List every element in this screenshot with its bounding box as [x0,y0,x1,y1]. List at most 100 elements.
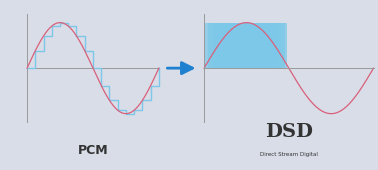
Bar [249,23,251,68]
Bar [261,23,262,68]
Bar [235,23,237,68]
Bar [250,23,252,68]
Bar [240,23,242,68]
Bar [234,23,235,68]
Bar [230,23,231,68]
Bar [231,23,233,68]
Bar [234,23,235,68]
Bar [220,23,222,68]
Bar [277,23,279,68]
Bar [257,23,258,68]
Bar [223,23,225,68]
Bar [245,23,246,68]
Bar [273,23,274,68]
Bar [222,23,223,68]
Bar [226,23,227,68]
Bar [243,23,245,68]
Bar [233,23,235,68]
Bar [217,23,218,68]
Bar [241,23,242,68]
Bar [230,23,231,68]
Bar [251,23,252,68]
Bar [227,23,229,68]
Bar [253,23,254,68]
Bar [264,23,266,68]
Bar [247,23,249,68]
Bar [242,23,244,68]
Bar [266,23,268,68]
Bar [269,23,271,68]
Bar [273,23,275,68]
Bar [238,23,239,68]
Bar [244,23,245,68]
Bar [238,23,240,68]
Bar [267,23,269,68]
Bar [254,23,256,68]
Bar [262,23,264,68]
Bar [237,23,239,68]
Bar [231,23,233,68]
Bar [258,23,260,68]
Bar [246,23,248,68]
Bar [266,23,268,68]
Bar [249,23,251,68]
Bar [226,23,228,68]
Bar [215,23,217,68]
Bar [232,23,233,68]
Bar [219,23,221,68]
Bar [221,23,222,68]
Bar [244,23,246,68]
Bar [261,23,263,68]
Bar [225,23,226,68]
Bar [212,23,214,68]
Bar [257,23,259,68]
Bar [279,23,281,68]
Bar [243,23,244,68]
Bar [252,23,253,68]
Bar [210,23,211,68]
Bar [218,23,220,68]
Bar [228,23,229,68]
Bar [236,23,237,68]
Bar [227,23,228,68]
Bar [266,23,267,68]
Bar [258,23,259,68]
Bar [258,23,260,68]
Bar [272,23,274,68]
Bar [239,23,241,68]
Bar [245,23,247,68]
Bar [273,23,274,68]
Bar [232,23,234,68]
Bar [255,23,257,68]
Bar [231,23,232,68]
Bar [270,23,272,68]
Bar [231,23,232,68]
Bar [212,23,214,68]
Bar [248,23,250,68]
Bar [256,23,257,68]
Bar [243,23,245,68]
Bar [232,23,234,68]
Bar [235,23,237,68]
Bar [214,23,215,68]
Bar [225,23,226,68]
Bar [213,23,215,68]
Bar [260,23,261,68]
Bar [244,23,246,68]
Bar [220,23,221,68]
Bar [252,23,253,68]
Bar [247,23,248,68]
Bar [241,23,243,68]
Bar [248,23,249,68]
Bar [239,23,240,68]
Bar [261,23,263,68]
Bar [226,23,228,68]
Bar [211,23,213,68]
Bar [243,23,245,68]
Bar [235,23,237,68]
Bar [240,23,242,68]
Bar [270,23,271,68]
Bar [258,23,260,68]
Bar [253,23,254,68]
Bar [234,23,236,68]
